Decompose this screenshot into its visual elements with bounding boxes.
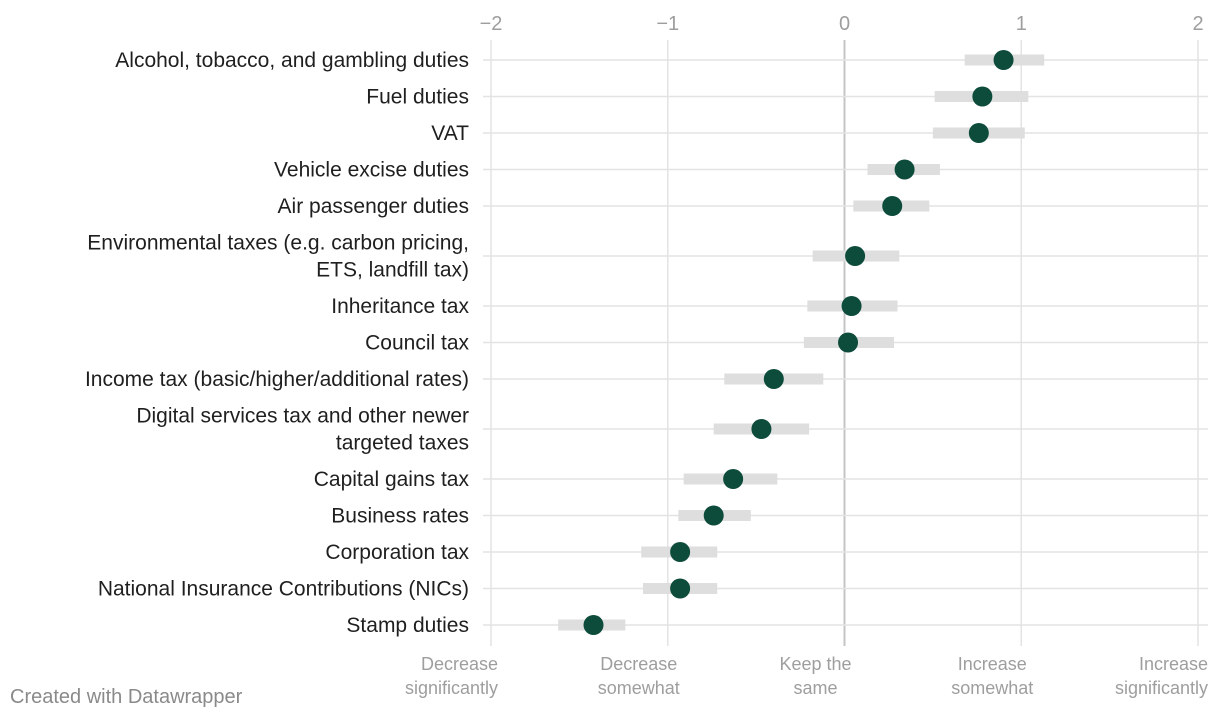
scale-label: Keep the: [779, 654, 851, 674]
category-label: Business rates: [331, 505, 469, 528]
category-label: Environmental taxes (e.g. carbon pricing…: [87, 232, 469, 255]
category-label: Capital gains tax: [314, 468, 470, 491]
mean-dot: [670, 542, 691, 562]
mean-dot: [968, 123, 989, 143]
x-tick-label: −2: [480, 13, 503, 35]
scale-label: Decrease: [421, 654, 498, 674]
scale-label: somewhat: [951, 678, 1033, 698]
category-labels: Alcohol, tobacco, and gambling duties Fue…: [85, 49, 470, 637]
category-label: Inheritance tax: [331, 295, 469, 318]
x-tick-label: 2: [1192, 13, 1203, 35]
category-label: Income tax (basic/higher/additional rate…: [85, 368, 469, 391]
scale-label: significantly: [405, 678, 498, 698]
category-label: Digital services tax and other newer: [136, 405, 469, 428]
x-tick-label: 1: [1016, 13, 1027, 35]
scale-label: Decrease: [600, 654, 677, 674]
category-label: Corporation tax: [325, 541, 469, 564]
category-label: targeted taxes: [336, 432, 469, 455]
x-tick-label: 0: [839, 13, 850, 35]
mean-dot: [841, 296, 862, 316]
scale-label: Increase: [958, 654, 1027, 674]
category-label: VAT: [431, 122, 469, 145]
mean-dot: [670, 578, 691, 599]
mean-dot: [894, 159, 915, 180]
scale-labels: Decrease significantly Decrease somewhat Kee…: [405, 654, 1208, 698]
mean-dot: [838, 332, 859, 353]
mean-dots: [583, 50, 1014, 635]
datawrapper-credit: Created with Datawrapper: [10, 686, 243, 708]
x-axis-ticks: −2 −1 0 1 2: [480, 13, 1204, 35]
mean-dot: [993, 50, 1014, 70]
scale-label: significantly: [1115, 678, 1208, 698]
category-label: Fuel duties: [366, 86, 469, 109]
scale-label: same: [793, 678, 837, 698]
category-label: Council tax: [365, 332, 469, 355]
scale-label: somewhat: [598, 678, 680, 698]
mean-dot: [845, 246, 866, 266]
category-label: National Insurance Contributions (NICs): [98, 578, 469, 601]
mean-dot: [882, 196, 903, 216]
mean-dot: [751, 419, 772, 439]
category-label: Air passenger duties: [278, 195, 469, 218]
mean-dot: [763, 369, 784, 389]
scale-label: Increase: [1139, 654, 1208, 674]
mean-dot: [703, 505, 724, 526]
mean-dot: [723, 469, 744, 489]
category-label: Vehicle excise duties: [274, 159, 469, 182]
category-label: Alcohol, tobacco, and gambling duties: [115, 49, 469, 72]
x-tick-label: −1: [656, 13, 679, 35]
mean-dot: [972, 86, 993, 107]
category-label: ETS, landfill tax): [316, 259, 469, 282]
mean-dot: [583, 615, 604, 635]
category-label: Stamp duties: [346, 614, 469, 637]
